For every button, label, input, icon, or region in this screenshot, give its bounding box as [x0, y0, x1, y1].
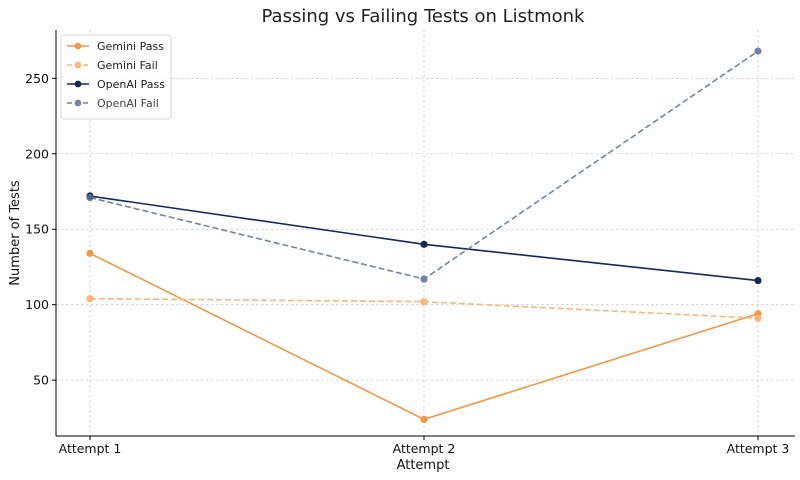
data-point-gemini-pass	[420, 415, 428, 423]
legend-marker	[74, 42, 82, 50]
y-axis-label: Number of Tests	[8, 180, 23, 286]
legend-marker	[74, 99, 82, 107]
data-point-gemini-fail	[754, 314, 762, 322]
series-lines	[86, 47, 762, 423]
x-axis-label: Attempt	[397, 458, 450, 473]
axes: 50 100 150 200 250 Attempt 1 Attempt 2 Attempt …	[25, 30, 795, 456]
y-tick-label: 150	[25, 222, 49, 237]
legend-box	[60, 34, 172, 120]
legend-marker	[74, 80, 82, 88]
data-point-openai-fail	[754, 47, 762, 55]
legend-label: Gemini Pass	[97, 40, 164, 53]
legend-label: OpenAI Fail	[97, 97, 159, 110]
series-openai-fail	[86, 47, 762, 283]
y-tick-label: 200	[25, 146, 49, 161]
series-line-openai-pass	[89, 195, 759, 282]
y-tick-label: 50	[33, 373, 49, 388]
legend-item-openai-pass: OpenAI Pass	[67, 78, 165, 91]
series-gemini-fail	[86, 295, 762, 322]
legend-label: OpenAI Pass	[97, 78, 165, 91]
legend-item-gemini-pass: Gemini Pass	[67, 40, 164, 53]
y-tick-label: 100	[25, 297, 49, 312]
legend-marker	[74, 61, 82, 69]
x-tick-label: Attempt 1	[59, 441, 122, 456]
data-point-openai-fail	[86, 193, 94, 202]
legend: Gemini Pass Gemini Fail OpenAI Pass OpenAI …	[60, 34, 172, 120]
chart-title: Passing vs Failing Tests on Listmonk	[262, 6, 586, 27]
data-point-openai-fail	[420, 275, 428, 283]
x-tick-label: Attempt 2	[393, 441, 456, 456]
legend-item-gemini-fail: Gemini Fail	[67, 59, 158, 72]
data-point-gemini-pass	[86, 249, 94, 257]
legend-item-openai-fail: OpenAI Fail	[67, 97, 159, 110]
x-tick-label: Attempt 3	[727, 441, 790, 456]
data-point-gemini-fail	[86, 295, 94, 303]
legend-label: Gemini Fail	[97, 59, 158, 72]
data-point-openai-pass	[754, 276, 762, 285]
y-tick-label: 250	[25, 71, 49, 86]
grid	[56, 30, 795, 436]
data-point-gemini-fail	[420, 298, 428, 306]
data-point-openai-pass	[420, 240, 428, 248]
